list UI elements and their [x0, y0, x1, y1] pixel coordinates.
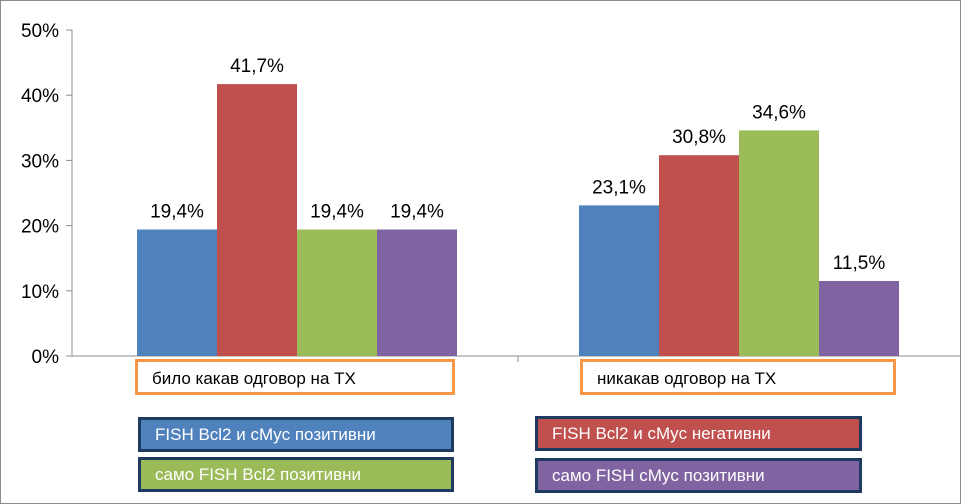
- data-label: 11,5%: [833, 253, 886, 274]
- y-tick-label: 50%: [21, 21, 59, 42]
- bar-4-category-1: [377, 229, 457, 356]
- bar-3-category-1: [297, 229, 377, 356]
- data-label: 19,4%: [150, 202, 204, 223]
- bar-1-category-2: [579, 205, 659, 356]
- data-label: 41,7%: [230, 56, 284, 77]
- data-label: 34,6%: [752, 102, 806, 123]
- data-label: 19,4%: [310, 202, 364, 223]
- y-tick-label: 10%: [21, 282, 59, 303]
- bar-4-category-2: [819, 281, 899, 356]
- y-tick-label: 0%: [32, 347, 60, 368]
- category-label-1: било какав одговор на ТХ: [135, 359, 455, 395]
- bar-2-category-1: [217, 84, 297, 356]
- bar-2-category-2: [659, 155, 739, 356]
- category-label-2: никакав одговор на ТХ: [580, 359, 896, 395]
- legend-entry-1: FISH Bcl2 и cMyc позитивни: [138, 417, 454, 452]
- legend-entry-2: FISH Bcl2 и cMyc негативни: [535, 416, 862, 451]
- bar-3-category-2: [739, 130, 819, 356]
- legend-entry-4: само FISH cMyc позитивни: [535, 458, 862, 493]
- data-label: 23,1%: [592, 177, 646, 198]
- y-tick-label: 20%: [21, 217, 59, 238]
- y-tick-label: 30%: [21, 151, 59, 172]
- y-tick-label: 40%: [21, 86, 59, 107]
- data-label: 30,8%: [672, 127, 726, 148]
- data-label: 19,4%: [390, 202, 444, 223]
- bar-1-category-1: [137, 229, 217, 356]
- legend-entry-3: само FISH Bcl2 позитивни: [138, 457, 454, 492]
